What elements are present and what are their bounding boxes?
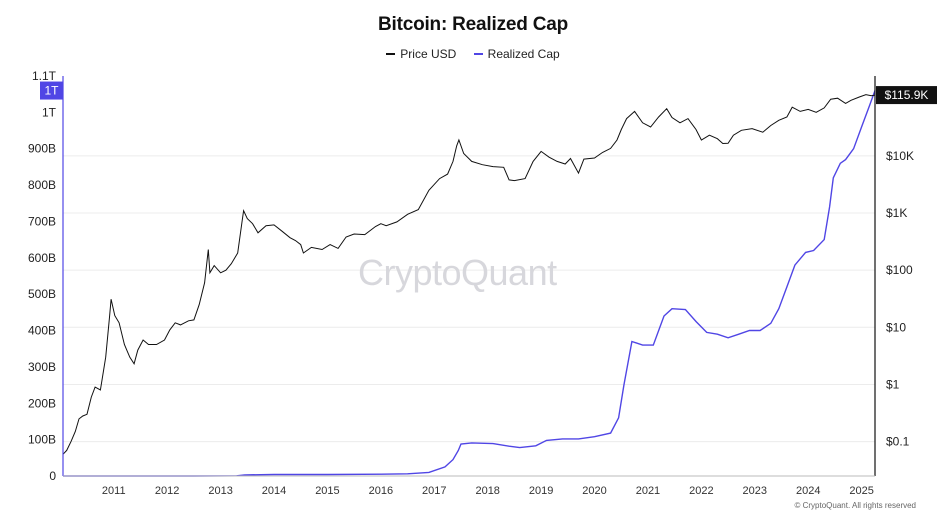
left-tick-label: 500B: [28, 287, 56, 301]
left-tick-label: 200B: [28, 396, 56, 410]
x-tick-label: 2024: [796, 485, 820, 497]
x-tick-label: 2015: [315, 485, 339, 497]
legend-item-price[interactable]: Price USD: [386, 47, 456, 61]
x-axis-ticks: 2011 2012 2013 2014 2015 2016 2017 2018 2019 2020…: [102, 485, 874, 497]
series-line-realized-cap: [63, 90, 876, 477]
x-tick-label: 2014: [262, 485, 286, 497]
grid-lines: [63, 155, 875, 443]
watermark: CryptoQuant: [358, 252, 557, 293]
right-current-label: $115.9K: [885, 88, 929, 102]
right-tick-label: $10K: [886, 149, 914, 163]
legend: Price USD Realized Cap: [0, 44, 946, 61]
left-tick-label: 600B: [28, 251, 56, 265]
right-tick-label: $100: [886, 263, 913, 277]
left-tick-label: 100B: [28, 433, 56, 447]
legend-label-realized-cap: Realized Cap: [487, 47, 560, 61]
x-tick-label: 2020: [582, 485, 606, 497]
left-tick-label: 800B: [28, 178, 56, 192]
x-tick-label: 2022: [689, 485, 713, 497]
legend-label-price: Price USD: [400, 47, 457, 61]
left-tick-label: 1.1T: [32, 69, 57, 83]
axes: [62, 76, 876, 477]
left-tick-label: 1T: [42, 105, 57, 119]
left-axis-ticks: 0100B200B300B400B500B600B700B800B900B1T1…: [28, 69, 57, 483]
right-tick-label: $10: [886, 320, 906, 334]
x-tick-label: 2016: [369, 485, 393, 497]
right-axis-ticks: $0.1 $1 $10 $100 $1K $10K: [886, 149, 914, 449]
x-tick-label: 2019: [529, 485, 553, 497]
x-tick-label: 2018: [475, 485, 499, 497]
left-tick-label: 300B: [28, 360, 56, 374]
right-tick-label: $1K: [886, 206, 907, 220]
right-tick-label: $1: [886, 377, 900, 391]
right-current-badge: [876, 86, 937, 105]
x-tick-label: 2012: [155, 485, 179, 497]
left-tick-label: 900B: [28, 142, 56, 156]
right-tick-label: $0.1: [886, 435, 910, 449]
current-value-badges: 1T $115.9K: [40, 81, 937, 105]
legend-swatch-realized-cap: [473, 53, 483, 55]
x-tick-label: 2011: [102, 485, 126, 497]
left-current-badge: [40, 81, 63, 100]
x-tick-label: 2023: [743, 485, 767, 497]
x-tick-label: 2013: [208, 485, 232, 497]
left-tick-label: 0: [49, 469, 56, 483]
chart-title: Bitcoin: Realized Cap: [377, 14, 569, 35]
left-current-label: 1T: [44, 84, 59, 98]
legend-item-realized-cap[interactable]: Realized Cap: [473, 47, 560, 61]
x-tick-label: 2025: [849, 485, 873, 497]
x-tick-label: 2021: [636, 485, 660, 497]
series-line-price: [62, 94, 876, 455]
left-tick-label: 700B: [28, 214, 56, 228]
left-tick-label: 400B: [28, 324, 56, 338]
legend-swatch-price: [386, 53, 396, 55]
copyright-credit: © CryptoQuant. All rights reserved: [794, 501, 917, 510]
x-tick-label: 2017: [422, 485, 446, 497]
